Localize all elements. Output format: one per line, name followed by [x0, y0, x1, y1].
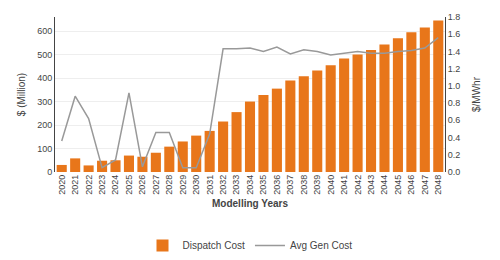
svg-text:2023: 2023 [97, 175, 107, 195]
svg-text:2041: 2041 [339, 175, 349, 195]
svg-text:400: 400 [37, 73, 52, 83]
svg-text:2045: 2045 [393, 175, 403, 195]
svg-text:2038: 2038 [299, 175, 309, 195]
svg-text:0: 0 [47, 167, 52, 177]
svg-text:1.0: 1.0 [448, 81, 461, 91]
svg-text:Avg Gen Cost: Avg Gen Cost [290, 240, 352, 251]
svg-text:2026: 2026 [137, 175, 147, 195]
svg-text:2022: 2022 [84, 175, 94, 195]
svg-text:2025: 2025 [124, 175, 134, 195]
svg-text:0.4: 0.4 [448, 133, 461, 143]
svg-text:0.6: 0.6 [448, 115, 461, 125]
svg-text:$/MWhr: $/MWhr [471, 76, 482, 112]
svg-text:Dispatch Cost: Dispatch Cost [183, 240, 245, 251]
svg-text:0.8: 0.8 [448, 98, 461, 108]
svg-text:2048: 2048 [433, 175, 443, 195]
svg-text:2021: 2021 [70, 175, 80, 195]
svg-text:2039: 2039 [312, 175, 322, 195]
svg-text:600: 600 [37, 26, 52, 36]
svg-text:1.4: 1.4 [448, 47, 461, 57]
svg-text:0.0: 0.0 [448, 167, 461, 177]
svg-text:2034: 2034 [245, 175, 255, 195]
svg-text:1.6: 1.6 [448, 29, 461, 39]
svg-text:1.8: 1.8 [448, 12, 461, 22]
svg-text:2046: 2046 [406, 175, 416, 195]
svg-text:500: 500 [37, 50, 52, 60]
svg-text:0.2: 0.2 [448, 150, 461, 160]
svg-text:100: 100 [37, 144, 52, 154]
svg-text:2020: 2020 [57, 175, 67, 195]
svg-text:300: 300 [37, 97, 52, 107]
svg-text:2028: 2028 [164, 175, 174, 195]
svg-text:2031: 2031 [205, 175, 215, 195]
svg-text:2044: 2044 [379, 175, 389, 195]
svg-text:2033: 2033 [231, 175, 241, 195]
svg-text:200: 200 [37, 120, 52, 130]
svg-text:1.2: 1.2 [448, 64, 461, 74]
svg-text:2043: 2043 [366, 175, 376, 195]
svg-text:2032: 2032 [218, 175, 228, 195]
svg-text:2040: 2040 [326, 175, 336, 195]
svg-text:2036: 2036 [272, 175, 282, 195]
svg-text:2035: 2035 [258, 175, 268, 195]
svg-text:2029: 2029 [178, 175, 188, 195]
svg-text:2037: 2037 [285, 175, 295, 195]
svg-text:Modelling Years: Modelling Years [212, 198, 288, 209]
svg-text:2030: 2030 [191, 175, 201, 195]
svg-text:$ (Million): $ (Million) [16, 73, 27, 116]
svg-text:2024: 2024 [110, 175, 120, 195]
svg-text:2047: 2047 [420, 175, 430, 195]
svg-text:2027: 2027 [151, 175, 161, 195]
svg-text:2042: 2042 [353, 175, 363, 195]
